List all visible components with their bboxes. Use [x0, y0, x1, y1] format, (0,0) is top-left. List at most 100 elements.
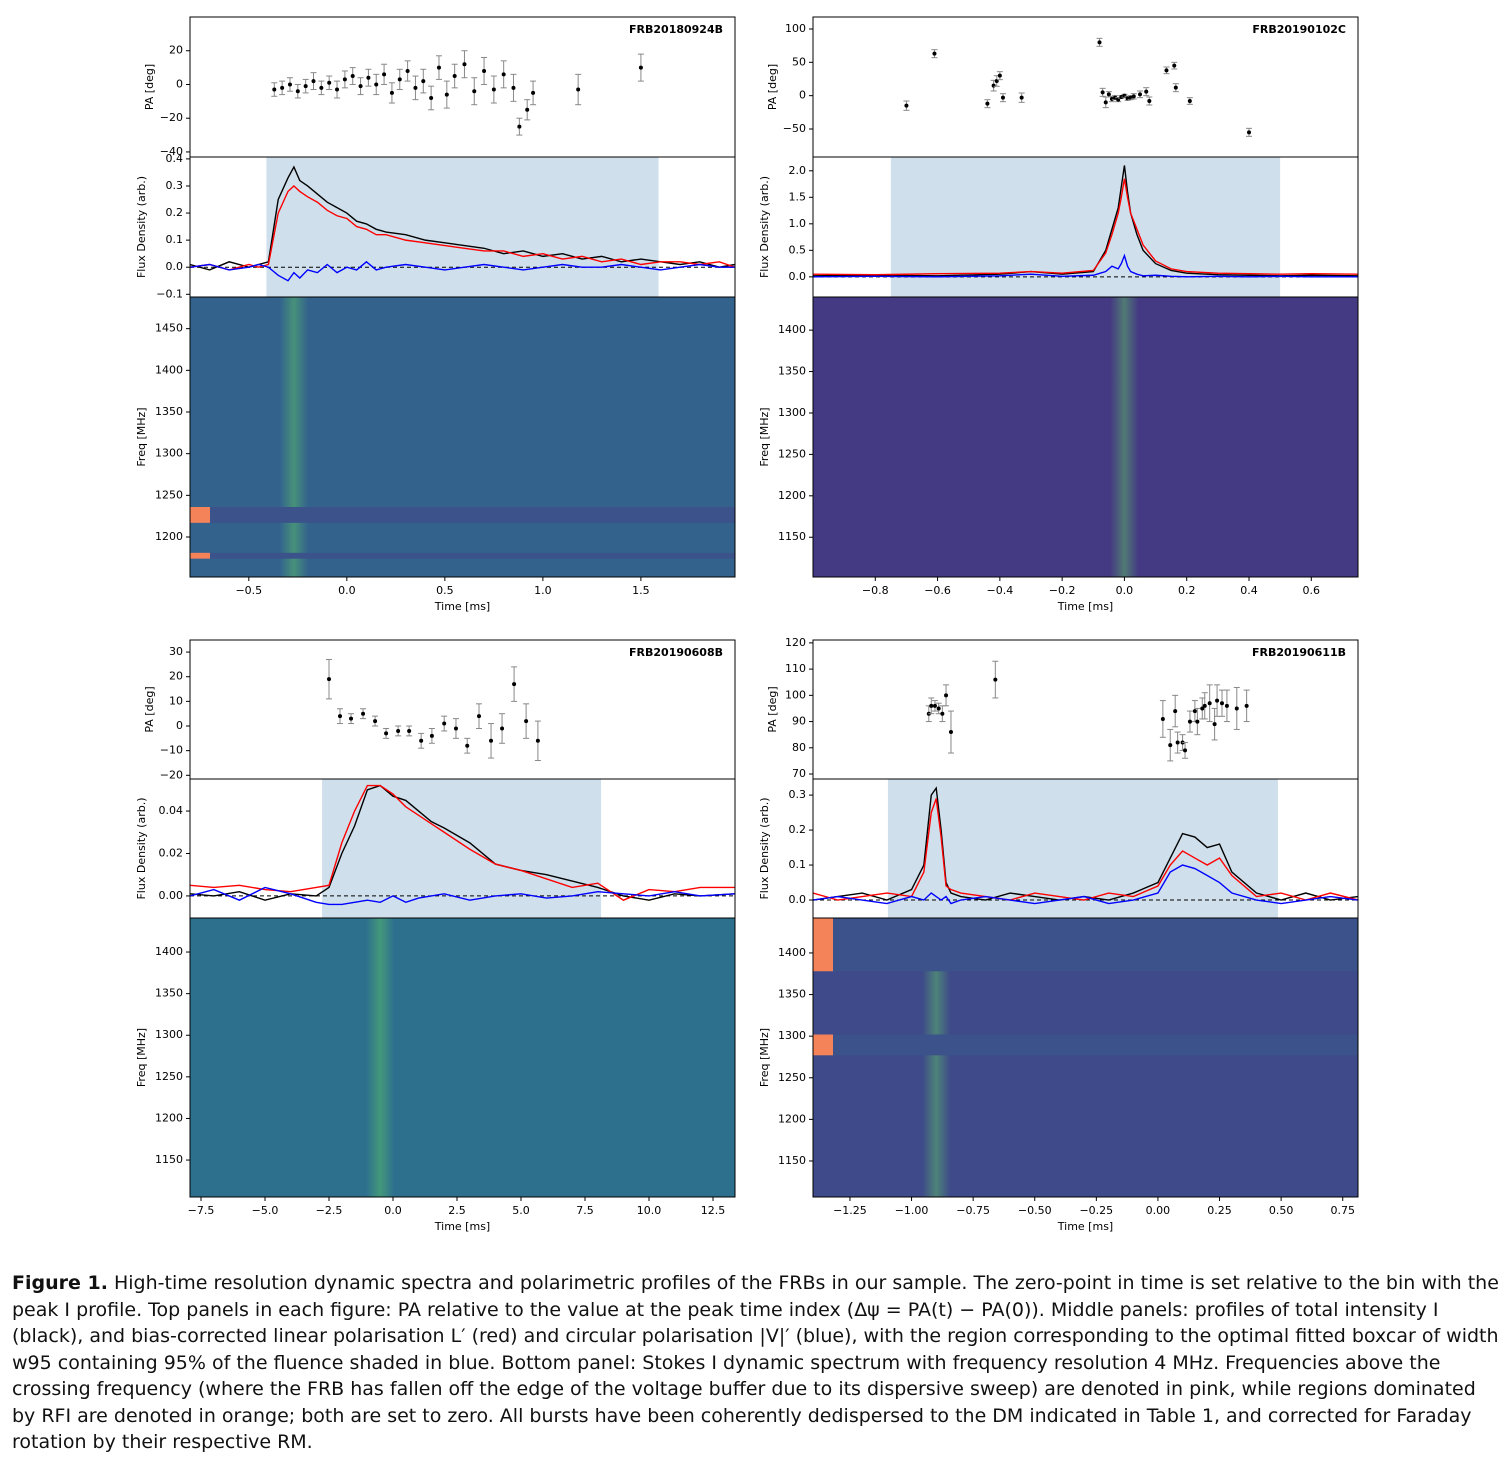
pa-point: [1224, 703, 1229, 708]
y-tick-label: 0.04: [159, 804, 184, 817]
boxcar-shade: [887, 779, 1278, 918]
pa-point: [1113, 95, 1118, 100]
axes: [190, 297, 735, 577]
y-axis-label: PA [deg]: [143, 686, 156, 732]
zeroed-band: [190, 552, 735, 559]
y-tick-label: 0.0: [166, 260, 184, 273]
pa-point: [997, 73, 1002, 78]
pa-point: [327, 80, 332, 85]
y-axis-label: Flux Density (arb.): [758, 797, 771, 899]
y-axis-label: PA [deg]: [766, 686, 779, 732]
pa-point: [361, 711, 366, 716]
pa-point: [389, 90, 394, 95]
pa-point: [419, 738, 424, 743]
axes-frame: [189, 917, 736, 1198]
zeroed-band: [813, 918, 1358, 972]
caption: Figure 1. High-time resolution dynamic s…: [12, 1270, 1500, 1456]
x-tick-label: 1.0: [534, 584, 552, 597]
y-tick-label: 1.0: [789, 217, 807, 230]
axes: [190, 157, 735, 297]
pa-point: [932, 703, 937, 708]
pa-point: [1219, 701, 1224, 706]
axes-frame: [812, 16, 1359, 158]
pa-point: [327, 677, 332, 682]
y-tick-label: 20: [169, 44, 183, 57]
y-tick-label: 1300: [155, 1028, 183, 1041]
y-tick-label: 0: [176, 77, 183, 90]
y-tick-label: 20: [169, 670, 183, 683]
x-tick-label: 0.0: [384, 1204, 402, 1217]
y-tick-label: 0: [799, 89, 806, 102]
pa-point: [576, 87, 581, 92]
flag-marker: [190, 507, 210, 523]
flag-marker: [813, 1034, 833, 1056]
pa-point: [384, 731, 389, 736]
x-axis-label: Time [ms]: [1057, 600, 1113, 613]
pa-point: [511, 85, 516, 90]
axes: [903, 37, 1252, 137]
x-tick-label: 12.5: [701, 1204, 726, 1217]
x-axis-label: Time [ms]: [434, 600, 490, 613]
x-tick-label: 0.75: [1330, 1204, 1355, 1217]
pa-point: [429, 95, 434, 100]
pa-point: [904, 103, 909, 108]
y-tick-label: 1200: [155, 1111, 183, 1124]
y-tick-label: 100: [785, 688, 806, 701]
profile-line: [190, 784, 735, 901]
axes: [190, 779, 735, 918]
pa-point: [436, 65, 441, 70]
y-tick-label: 1200: [155, 530, 183, 543]
y-tick-label: 1400: [778, 946, 806, 959]
pa-point: [1172, 63, 1177, 68]
pa-point: [287, 82, 292, 87]
axes-frame: [812, 917, 1359, 1198]
pa-point: [407, 728, 412, 733]
y-tick-label: 0.0: [789, 893, 807, 906]
y-tick-label: 0.3: [789, 788, 807, 801]
figure: FRB20180924B −40 −20 0 20 PA [deg] −0.1 0.0 0.1 0…: [135, 16, 1359, 1233]
pa-point: [374, 82, 379, 87]
axes: [813, 157, 1358, 297]
pa-point: [280, 85, 285, 90]
pa-point: [1247, 130, 1251, 135]
pa-point: [936, 706, 941, 711]
axes: [813, 918, 1358, 1197]
pa-point: [1119, 95, 1124, 99]
y-tick-label: 1350: [778, 988, 806, 1001]
pa-point: [1131, 94, 1136, 99]
pa-point: [524, 719, 529, 724]
y-axis-label: Flux Density (arb.): [758, 176, 771, 278]
spectrum-background: [190, 297, 735, 577]
y-tick-label: 1.5: [789, 190, 807, 203]
caption-label: Figure 1.: [12, 1272, 108, 1294]
x-tick-label: 0.50: [1269, 1204, 1294, 1217]
pa-point: [349, 716, 354, 721]
y-tick-label: −10: [160, 744, 183, 757]
y-tick-label: 110: [785, 662, 806, 675]
pa-point: [1192, 709, 1197, 714]
pa-point: [303, 84, 308, 89]
y-tick-label: 1200: [778, 489, 806, 502]
pa-point: [1200, 706, 1205, 711]
pa-point: [1187, 719, 1192, 724]
x-tick-label: 1.5: [632, 584, 650, 597]
panel-title: FRB20190102C: [1252, 23, 1346, 36]
pa-point: [472, 89, 477, 94]
pa-point: [535, 738, 540, 743]
profile-line: [190, 260, 735, 282]
pa-point: [929, 703, 934, 708]
y-tick-label: 0.02: [159, 846, 184, 859]
boxcar-shade: [322, 779, 602, 918]
pa-point: [501, 72, 506, 77]
x-tick-label: −0.50: [1018, 1204, 1052, 1217]
x-tick-label: −7.5: [188, 1204, 215, 1217]
pa-point: [295, 89, 300, 94]
pa-point: [444, 92, 449, 97]
x-tick-label: −0.2: [1049, 584, 1076, 597]
x-tick-label: −0.5: [235, 584, 262, 597]
panel-title: FRB20190611B: [1252, 646, 1346, 659]
y-tick-label: 1250: [155, 1070, 183, 1083]
burst-glow: [366, 918, 395, 1197]
y-tick-label: 0.4: [166, 152, 184, 165]
pa-point: [272, 87, 277, 92]
